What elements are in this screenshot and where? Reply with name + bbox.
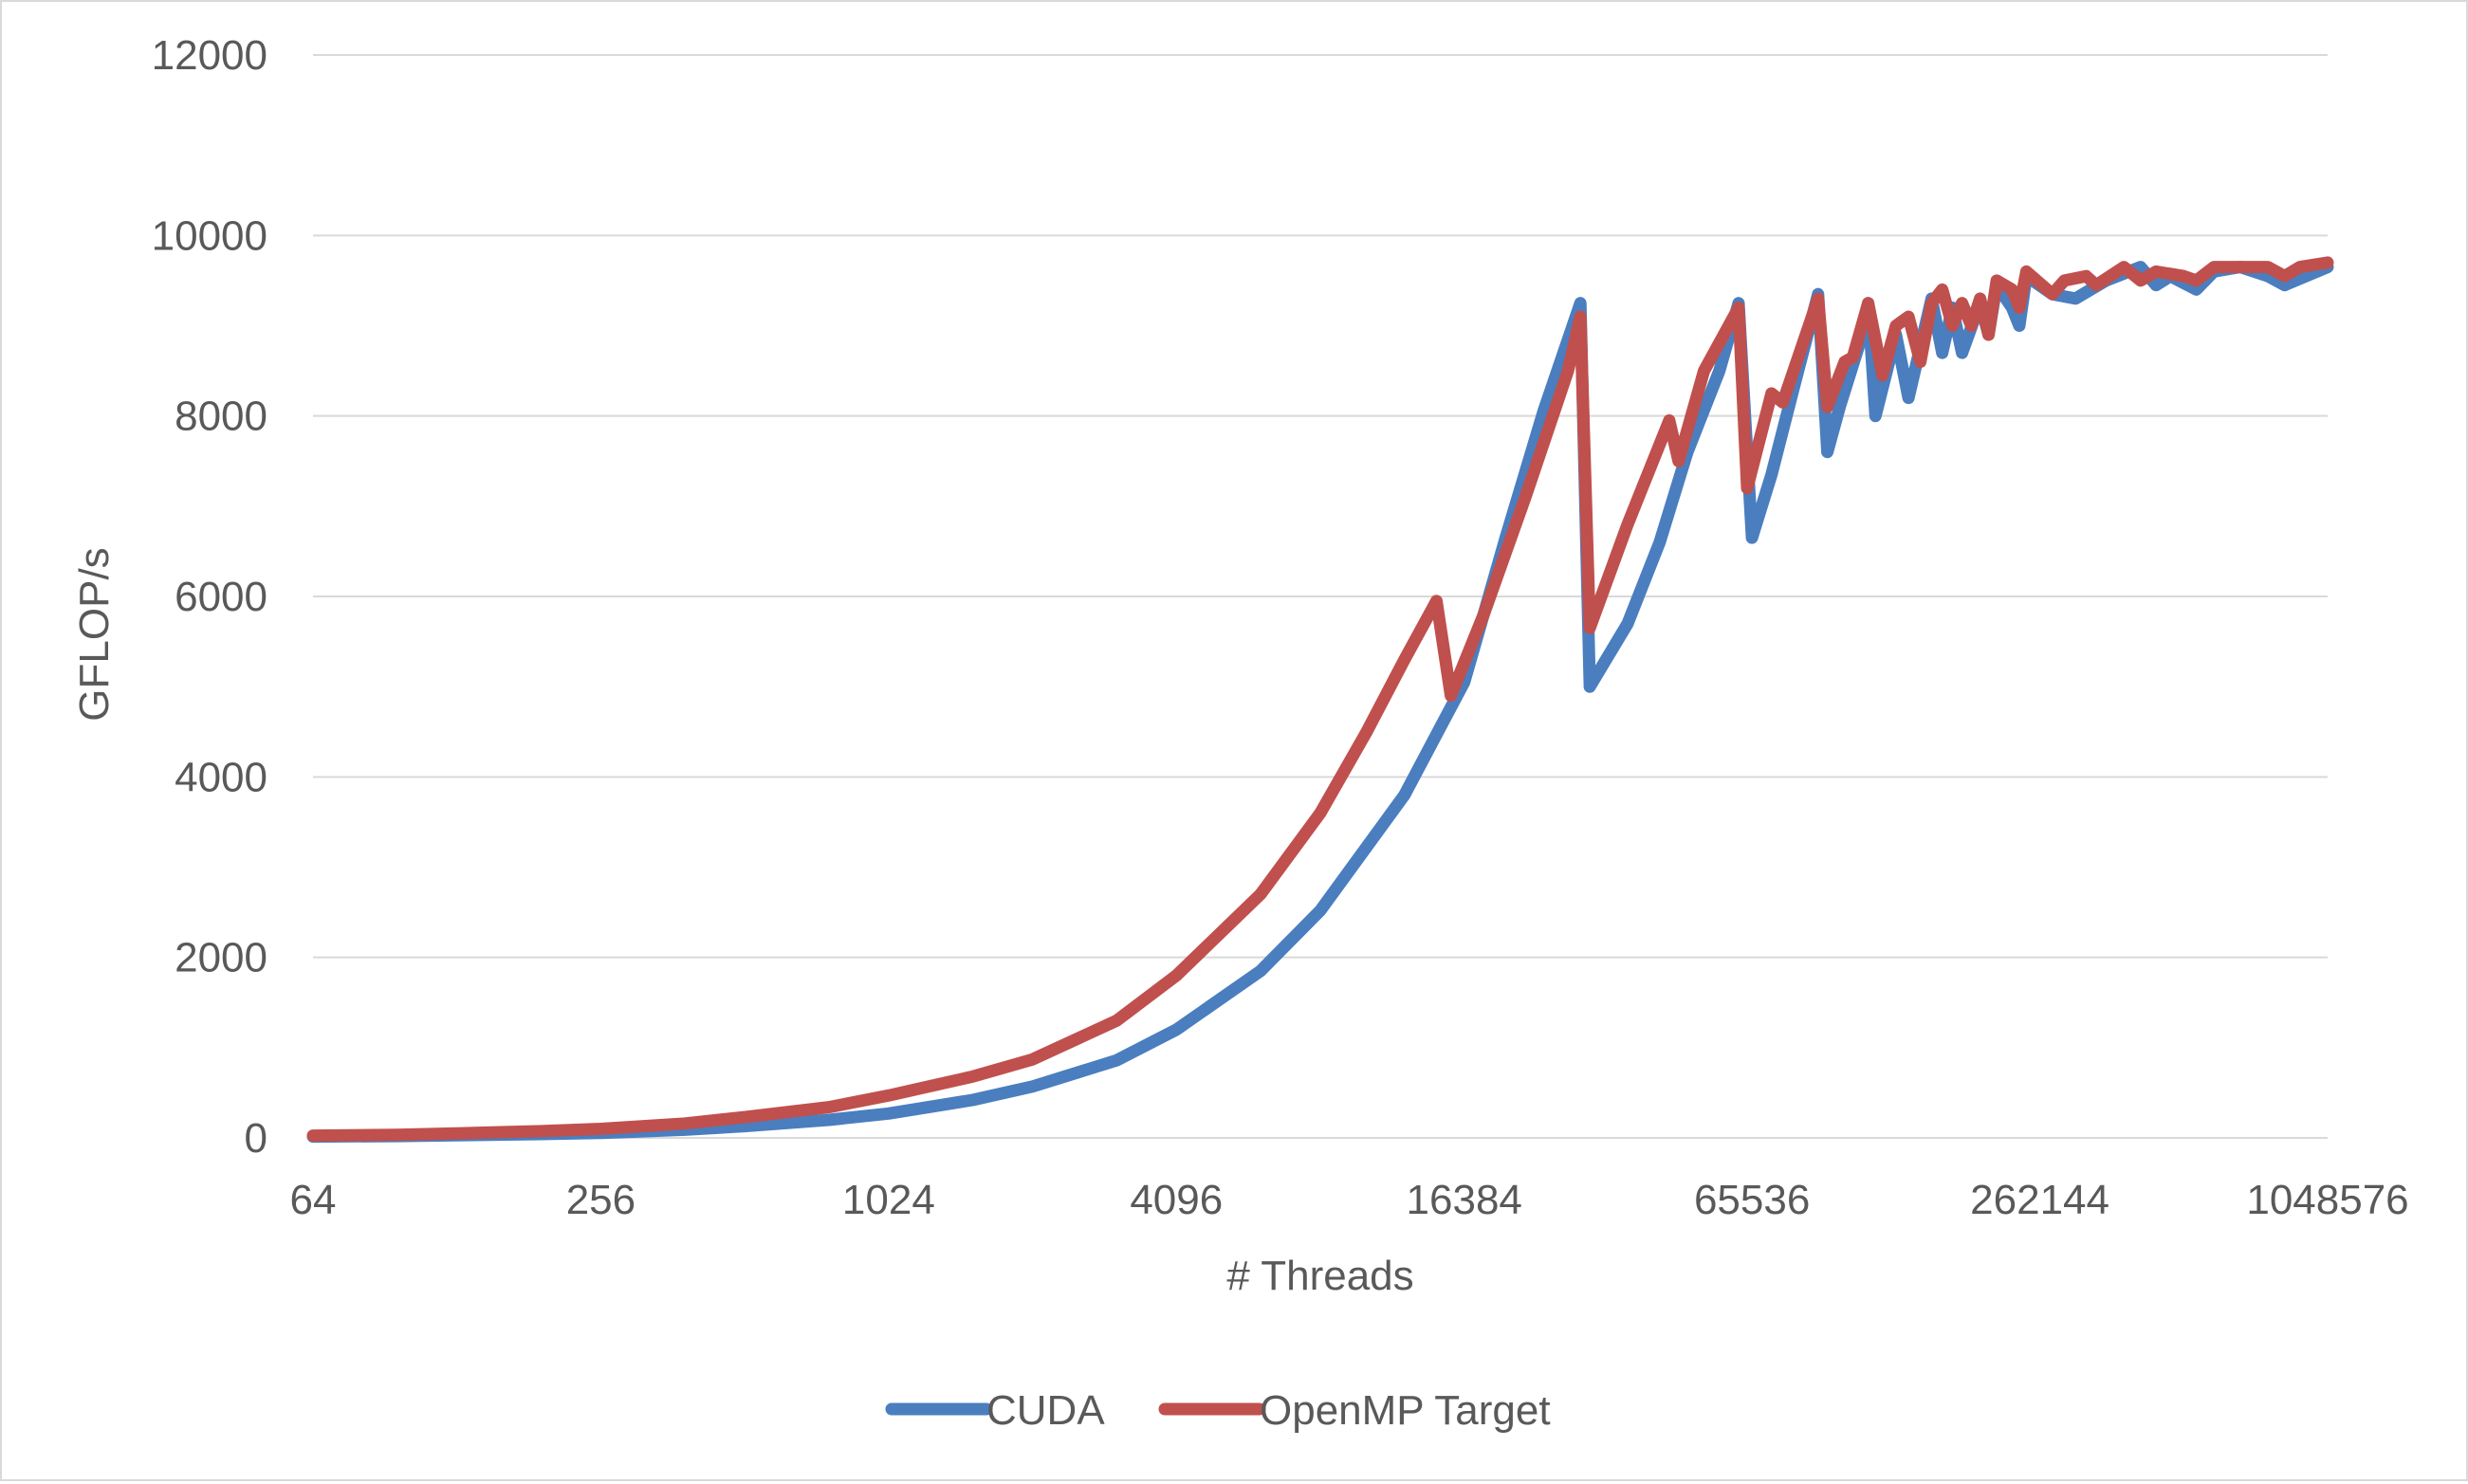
y-tick-label: 10000 — [152, 212, 267, 259]
x-tick-label: 256 — [566, 1177, 635, 1223]
y-tick-label: 2000 — [175, 935, 267, 981]
x-tick-label: 1024 — [842, 1177, 935, 1223]
gridlines — [313, 54, 2328, 959]
x-axis-title: # Threads — [1226, 1253, 1413, 1299]
y-tick-labels: 0 2000 4000 6000 8000 10000 12000 — [152, 32, 267, 1162]
series-line-cuda — [306, 261, 2334, 1144]
series-lines — [306, 256, 2334, 1144]
y-tick-label: 12000 — [152, 32, 267, 79]
x-tick-label: 4096 — [1130, 1177, 1223, 1223]
x-tick-label: 16384 — [1407, 1177, 1522, 1223]
y-axis-title: GFLOP/s — [71, 547, 118, 721]
x-tick-label: 64 — [290, 1177, 337, 1223]
x-tick-label: 262144 — [1970, 1177, 2109, 1223]
series-line-openmp-target — [306, 256, 2334, 1143]
y-tick-label: 8000 — [175, 394, 267, 440]
x-tick-labels: 64 256 1024 4096 16384 65536 262144 1048576 — [290, 1177, 2409, 1223]
legend: CUDA OpenMP Target — [885, 1387, 1551, 1434]
x-tick-label: 65536 — [1694, 1177, 1810, 1223]
y-tick-label: 0 — [245, 1115, 267, 1162]
y-tick-label: 6000 — [175, 574, 267, 620]
legend-label-openmp-target: OpenMP Target — [1260, 1387, 1551, 1434]
x-tick-label: 1048576 — [2246, 1177, 2408, 1223]
y-tick-label: 4000 — [175, 754, 267, 800]
legend-label-cuda: CUDA — [986, 1387, 1105, 1434]
